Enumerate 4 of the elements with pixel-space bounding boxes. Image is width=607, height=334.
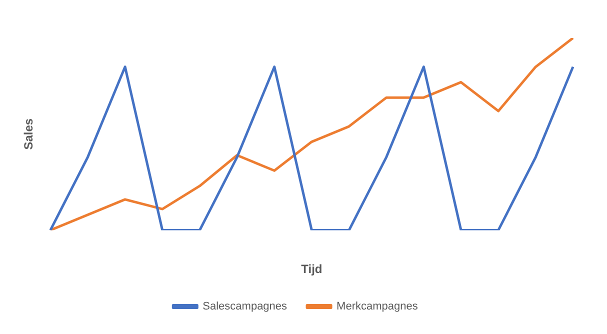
legend-label: Merkcampagnes: [336, 300, 418, 313]
legend-label: Salescampagnes: [202, 300, 288, 313]
x-axis-title: Tijd: [301, 262, 322, 276]
y-axis-title: Sales: [22, 118, 36, 150]
